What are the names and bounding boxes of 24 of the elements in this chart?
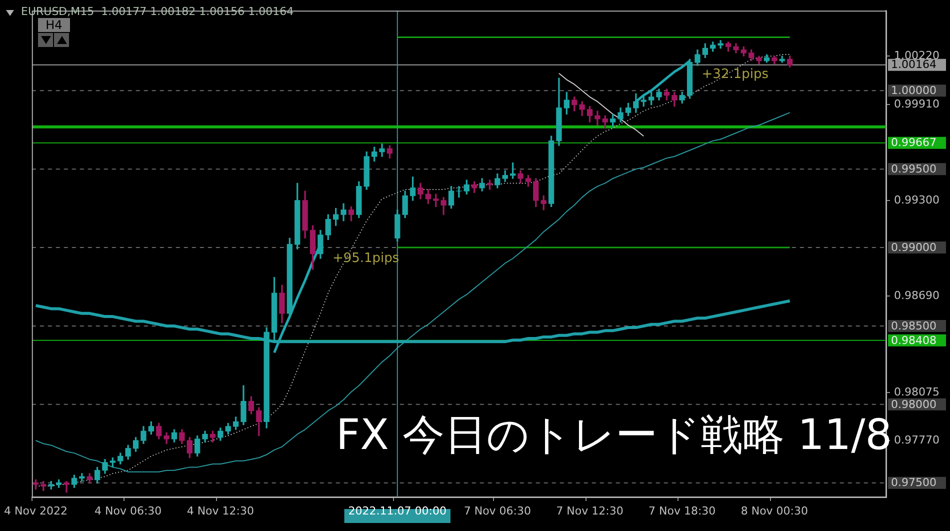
candlestick bbox=[456, 186, 462, 198]
y-tick-label: 0.99910 bbox=[894, 98, 940, 111]
y-tick-label: 0.99300 bbox=[894, 193, 940, 206]
x-tick-label: 7 Nov 18:30 bbox=[648, 504, 716, 518]
ref-line-label: 0.99500 bbox=[891, 162, 936, 176]
ref-line-label: 1.00000 bbox=[891, 84, 936, 97]
annotation: +32.1pips bbox=[702, 67, 769, 82]
ref-line-label: 0.98000 bbox=[891, 398, 936, 411]
y-tick-label: 0.97770 bbox=[894, 433, 940, 446]
x-tick-label: 7 Nov 06:30 bbox=[464, 504, 532, 518]
ref-line-label: 0.99000 bbox=[891, 240, 936, 254]
ref-line-label: 1.00164 bbox=[891, 58, 936, 72]
annotation: H4 bbox=[38, 18, 70, 32]
x-tick-label: 4 Nov 2022 bbox=[4, 504, 68, 518]
y-tick-label: 0.98075 bbox=[894, 386, 940, 399]
ref-line-label: 0.98500 bbox=[891, 319, 936, 332]
ref-line-label: 0.98408 bbox=[891, 334, 936, 347]
x-tick-label: 8 Nov 00:30 bbox=[740, 504, 808, 518]
x-tick-label: 7 Nov 12:30 bbox=[556, 504, 624, 518]
x-tick-label: 4 Nov 06:30 bbox=[94, 504, 162, 518]
x-tick-label: 4 Nov 12:30 bbox=[186, 504, 254, 518]
y-tick-label: 0.98690 bbox=[894, 289, 940, 302]
ref-line-label: 0.97500 bbox=[891, 476, 936, 490]
ref-line-label: 0.99667 bbox=[891, 136, 936, 150]
